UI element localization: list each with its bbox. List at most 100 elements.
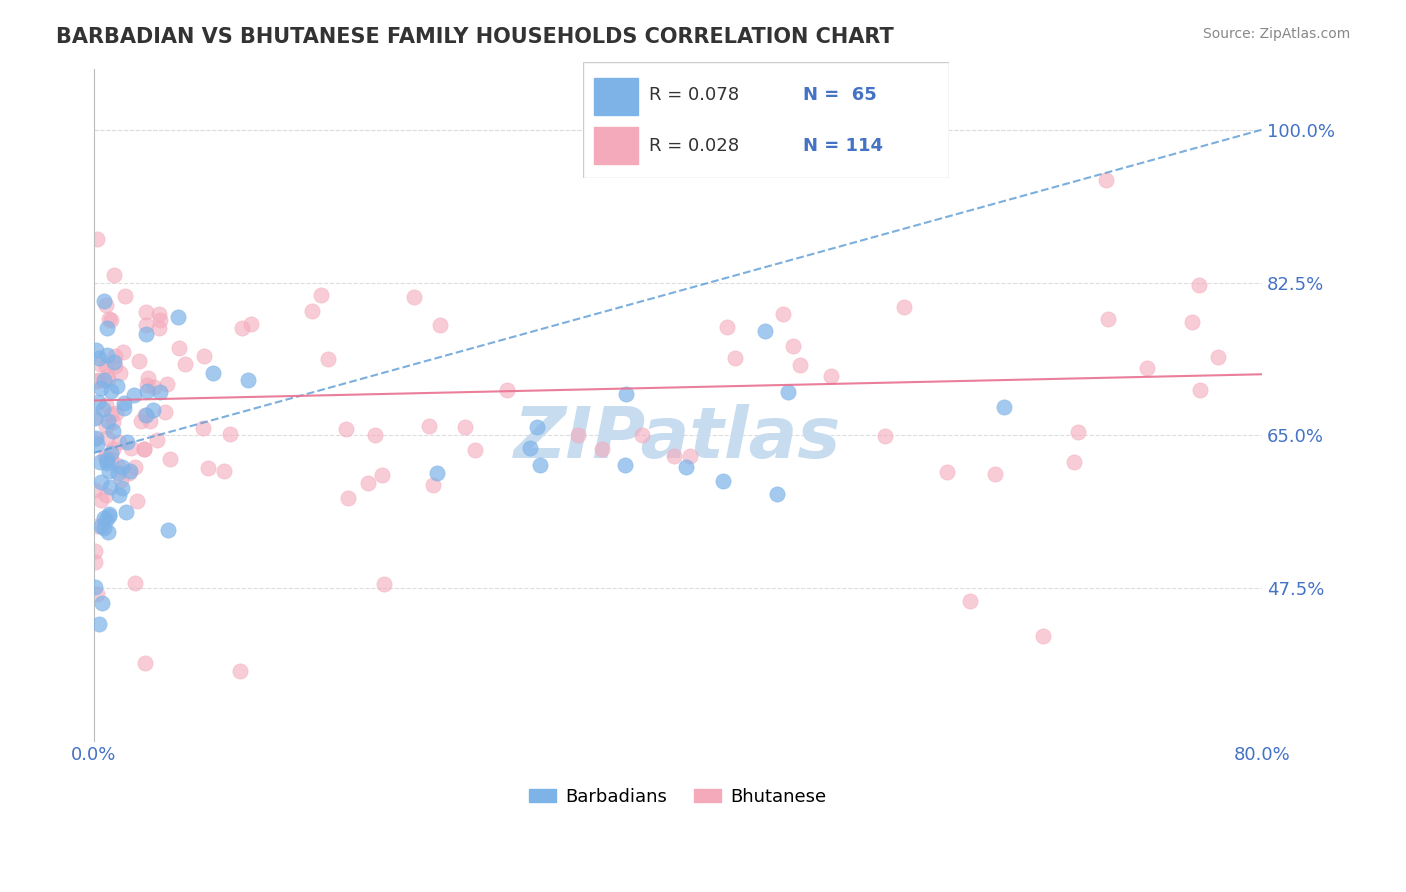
Point	[100, 313, 122, 327]
Point	[135, 384, 157, 398]
Point	[1095, 173, 1118, 187]
Point	[97, 525, 120, 540]
Point	[373, 576, 395, 591]
Point	[782, 338, 804, 352]
Point	[132, 442, 155, 456]
FancyBboxPatch shape	[583, 62, 949, 178]
Point	[422, 477, 444, 491]
Point	[567, 427, 589, 442]
Text: N =  65: N = 65	[803, 86, 876, 103]
Point	[118, 464, 141, 478]
Point	[110, 474, 132, 488]
Point	[87, 394, 110, 409]
Point	[103, 355, 125, 369]
Text: BARBADIAN VS BHUTANESE FAMILY HOUSEHOLDS CORRELATION CHART: BARBADIAN VS BHUTANESE FAMILY HOUSEHOLDS…	[56, 27, 894, 46]
Point	[98, 507, 121, 521]
Point	[146, 433, 169, 447]
Point	[316, 351, 339, 366]
Point	[166, 310, 188, 325]
Point	[231, 320, 253, 334]
Point	[404, 290, 426, 304]
Point	[219, 427, 242, 442]
Point	[127, 493, 149, 508]
Point	[1032, 629, 1054, 643]
Point	[97, 372, 120, 386]
Point	[90, 519, 112, 533]
Point	[96, 398, 118, 412]
Point	[91, 596, 114, 610]
Point	[426, 467, 449, 481]
Point	[724, 351, 747, 366]
Point	[97, 414, 120, 428]
Point	[83, 410, 105, 425]
Point	[96, 359, 118, 374]
Point	[132, 442, 155, 457]
Point	[120, 441, 142, 455]
Point	[111, 345, 134, 359]
Point	[1063, 455, 1085, 469]
Point	[87, 373, 110, 387]
Point	[112, 401, 135, 416]
Point	[96, 456, 118, 470]
Point	[118, 466, 141, 480]
Point	[464, 443, 486, 458]
Point	[84, 543, 107, 558]
Point	[86, 436, 108, 450]
Point	[104, 359, 127, 374]
Point	[129, 414, 152, 428]
Point	[337, 491, 360, 505]
Point	[94, 488, 117, 502]
Point	[100, 452, 122, 467]
Point	[103, 268, 125, 283]
Point	[135, 327, 157, 342]
Point	[84, 580, 107, 594]
Point	[96, 451, 118, 466]
Point	[98, 312, 121, 326]
Point	[90, 381, 112, 395]
Point	[675, 459, 697, 474]
Point	[101, 424, 124, 438]
Point	[139, 414, 162, 428]
Point	[789, 358, 811, 372]
Point	[104, 349, 127, 363]
Point	[100, 407, 122, 421]
Point	[202, 367, 225, 381]
Point	[84, 483, 107, 497]
Point	[662, 449, 685, 463]
Text: R = 0.028: R = 0.028	[650, 137, 740, 155]
Point	[93, 521, 115, 535]
Point	[335, 422, 357, 436]
Point	[875, 429, 897, 443]
Point	[136, 378, 159, 392]
Text: Source: ZipAtlas.com: Source: ZipAtlas.com	[1202, 27, 1350, 41]
Point	[1067, 425, 1090, 439]
Point	[357, 475, 380, 490]
Point	[111, 460, 134, 475]
Point	[153, 405, 176, 419]
Point	[236, 373, 259, 387]
Point	[84, 343, 107, 357]
Point	[820, 368, 842, 383]
Point	[679, 449, 702, 463]
Point	[100, 446, 122, 460]
Point	[84, 432, 107, 446]
Point	[105, 379, 128, 393]
Point	[519, 441, 541, 455]
Point	[94, 418, 117, 433]
Point	[754, 324, 776, 338]
Point	[309, 288, 332, 302]
Point	[96, 452, 118, 467]
FancyBboxPatch shape	[595, 78, 638, 114]
Point	[193, 350, 215, 364]
Point	[90, 475, 112, 490]
Point	[101, 442, 124, 456]
Point	[96, 321, 118, 335]
Point	[134, 656, 156, 670]
Point	[103, 415, 125, 429]
Point	[122, 388, 145, 402]
Point	[454, 420, 477, 434]
Point	[98, 508, 121, 523]
Point	[935, 465, 957, 479]
Point	[93, 510, 115, 524]
Point	[86, 374, 108, 388]
